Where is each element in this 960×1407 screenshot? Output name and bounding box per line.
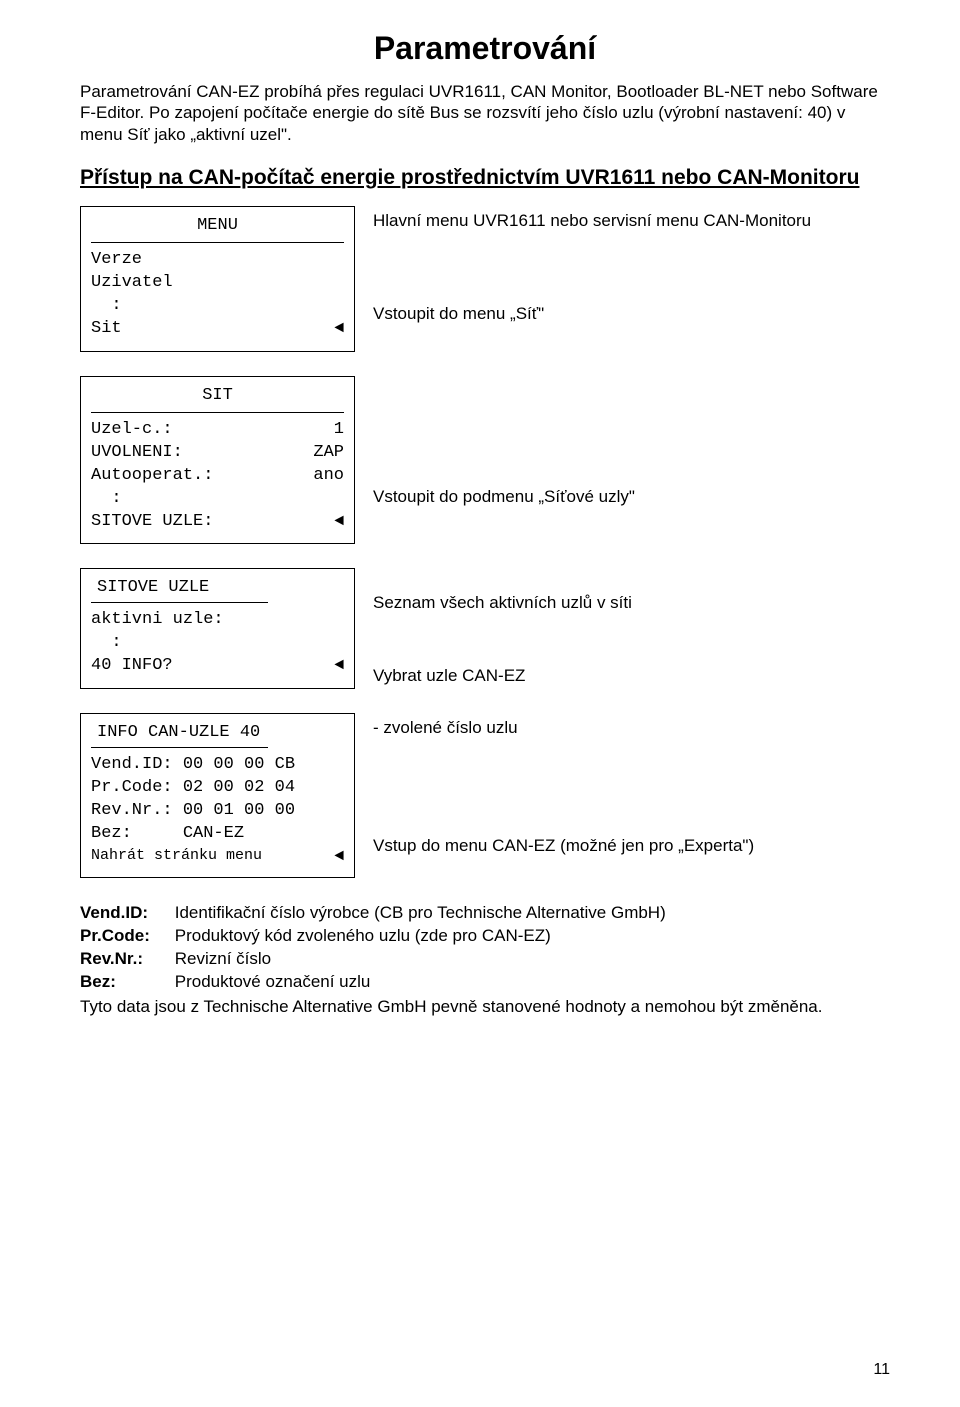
- menu-block-2: SIT Uzel-c.: 1 UVOLNENI: ZAP Autooperat.…: [80, 376, 890, 545]
- side-note-bottom: Vybrat uzle CAN-EZ: [373, 665, 890, 687]
- definitions: Vend.ID: Identifikační číslo výrobce (CB…: [80, 902, 890, 1019]
- page-number: 11: [873, 1361, 890, 1379]
- def-note: Tyto data jsou z Technische Alternative …: [80, 996, 890, 1019]
- menu-line: Uzel-c.:: [91, 419, 173, 442]
- menu-block-3: SITOVE UZLE aktivni uzle: : 40 INFO? ◄ S…: [80, 568, 890, 689]
- divider: [91, 412, 344, 413]
- menu-line: SITOVE UZLE:: [91, 511, 213, 534]
- side-note-top: Hlavní menu UVR1611 nebo servisní menu C…: [373, 210, 890, 232]
- menu-title: SIT: [91, 385, 344, 410]
- menu-box-info-can-uzle: INFO CAN-UZLE 40 Vend.ID: 00 00 00 CB Pr…: [80, 713, 355, 878]
- page: Parametrování Parametrování CAN-EZ probí…: [0, 0, 960, 1407]
- intro-paragraph: Parametrování CAN-EZ probíhá přes regula…: [80, 81, 890, 145]
- menu-line: Sit: [91, 318, 122, 341]
- menu-block-4: INFO CAN-UZLE 40 Vend.ID: 00 00 00 CB Pr…: [80, 713, 890, 878]
- def-desc: Produktové označení uzlu: [175, 972, 371, 991]
- side-notes: Hlavní menu UVR1611 nebo servisní menu C…: [373, 206, 890, 325]
- menu-line: aktivni uzle:: [91, 609, 224, 632]
- divider: [91, 242, 344, 243]
- def-desc: Revizní číslo: [175, 949, 271, 968]
- menu-value: 1: [334, 419, 344, 442]
- def-term: Vend.ID:: [80, 902, 170, 925]
- def-row: Pr.Code: Produktový kód zvoleného uzlu (…: [80, 925, 890, 948]
- def-row: Vend.ID: Identifikační číslo výrobce (CB…: [80, 902, 890, 925]
- menu-box-sit: SIT Uzel-c.: 1 UVOLNENI: ZAP Autooperat.…: [80, 376, 355, 545]
- menu-line: Verze: [91, 249, 142, 272]
- menu-box-sitove-uzle: SITOVE UZLE aktivni uzle: : 40 INFO? ◄: [80, 568, 355, 689]
- menu-line: Rev.Nr.: 00 01 00 00: [91, 800, 295, 823]
- arrow-left-icon: ◄: [334, 318, 344, 341]
- section-heading: Přístup na CAN-počítač energie prostředn…: [80, 163, 890, 192]
- menu-line: :: [91, 632, 122, 655]
- menu-line: Bez: CAN-EZ: [91, 823, 244, 846]
- menu-block-1: MENU Verze Uzivatel : Sit ◄ Hlavní menu …: [80, 206, 890, 352]
- def-row: Rev.Nr.: Revizní číslo: [80, 948, 890, 971]
- menu-value: ZAP: [313, 442, 344, 465]
- arrow-left-icon: ◄: [334, 511, 344, 534]
- side-note-bottom: Vstoupit do menu „Síť": [373, 303, 890, 325]
- menu-box-menu: MENU Verze Uzivatel : Sit ◄: [80, 206, 355, 352]
- divider: [91, 602, 268, 603]
- menu-title: MENU: [91, 215, 344, 240]
- def-desc: Identifikační číslo výrobce (CB pro Tech…: [175, 903, 666, 922]
- menu-line: Pr.Code: 02 00 02 04: [91, 777, 295, 800]
- menu-line: UVOLNENI:: [91, 442, 183, 465]
- page-title: Parametrování: [80, 30, 890, 67]
- menu-line: :: [91, 295, 122, 318]
- menu-line: 40 INFO?: [91, 655, 173, 678]
- arrow-left-icon: ◄: [334, 655, 344, 678]
- menu-title: SITOVE UZLE: [91, 577, 344, 600]
- menu-line: :: [91, 488, 122, 511]
- side-note-bottom: Vstup do menu CAN-EZ (možné jen pro „Exp…: [373, 835, 890, 857]
- def-term: Bez:: [80, 971, 170, 994]
- divider: [91, 747, 268, 748]
- side-notes: - zvolené číslo uzlu Vstup do menu CAN-E…: [373, 713, 890, 857]
- menu-line: Uzivatel: [91, 272, 173, 295]
- def-term: Pr.Code:: [80, 925, 170, 948]
- def-desc: Produktový kód zvoleného uzlu (zde pro C…: [175, 926, 551, 945]
- def-row: Bez: Produktové označení uzlu: [80, 971, 890, 994]
- side-note-top: Seznam všech aktivních uzlů v síti: [373, 592, 890, 614]
- menu-value: ano: [313, 465, 344, 488]
- menu-line: Nahrát stránku menu: [91, 846, 262, 868]
- side-notes: Vstoupit do podmenu „Síťové uzly": [373, 376, 890, 508]
- def-term: Rev.Nr.:: [80, 948, 170, 971]
- menu-title: INFO CAN-UZLE 40: [91, 722, 344, 745]
- menu-line: Vend.ID: 00 00 00 CB: [91, 754, 295, 777]
- menu-line: Autooperat.:: [91, 465, 213, 488]
- side-notes: Seznam všech aktivních uzlů v síti Vybra…: [373, 568, 890, 687]
- side-note: Vstoupit do podmenu „Síťové uzly": [373, 486, 890, 508]
- arrow-left-icon: ◄: [334, 846, 344, 868]
- side-note-top: - zvolené číslo uzlu: [373, 717, 890, 739]
